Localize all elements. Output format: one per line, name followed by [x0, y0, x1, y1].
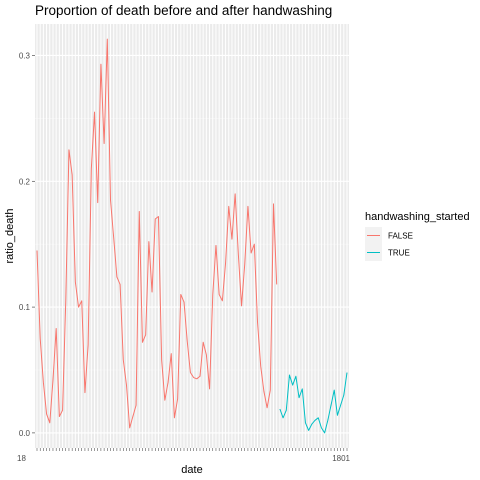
y-axis-title: ratio_death [4, 208, 16, 263]
y-tick-label: 0.2 [19, 177, 31, 186]
series-line-false [36, 38, 278, 429]
legend-entry-false: FALSE [365, 227, 413, 244]
legend-entry-true: TRUE [365, 244, 410, 261]
x-tick-text-right: 1801 [332, 454, 350, 463]
plot-panel [35, 24, 349, 448]
x-tick-text-left: 18 [17, 454, 26, 463]
legend-label-false: FALSE [388, 232, 413, 241]
legend-title: handwashing_started [365, 211, 470, 223]
y-tick-label: 0.3 [19, 51, 31, 60]
x-axis-title: date [181, 464, 202, 476]
legend-label-true: TRUE [388, 249, 410, 258]
series-layer [36, 38, 348, 434]
y-tick-label: 0.1 [19, 303, 31, 312]
grid-major-y [35, 54, 349, 434]
x-axis: 18 1801 [17, 448, 351, 463]
y-tick-label: 0.0 [19, 429, 31, 438]
grid-minor-y [35, 118, 349, 371]
chart-title: Proportion of death before and after han… [35, 3, 332, 18]
y-axis: 0.0 0.1 0.2 0.3 [19, 51, 35, 438]
legend: handwashing_started FALSE TRUE [365, 211, 470, 261]
series-line-true [279, 372, 348, 434]
